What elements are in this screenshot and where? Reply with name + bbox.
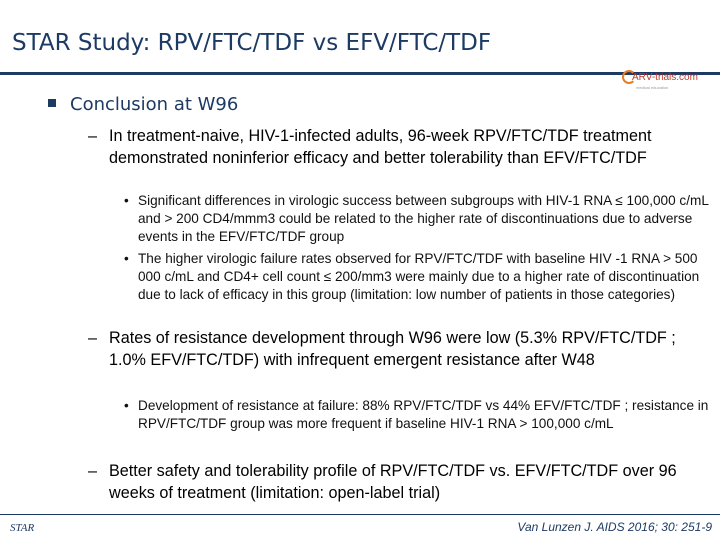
- list-item: – Better safety and tolerability profile …: [88, 461, 709, 504]
- section-heading: Conclusion at W96: [48, 94, 238, 115]
- logo-text: ARV-trials.com: [632, 72, 698, 83]
- list-item: • Development of resistance at failure: 8…: [124, 397, 718, 433]
- citation: Van Lunzen J. AIDS 2016; 30: 251-9: [517, 520, 712, 534]
- list-item: – Rates of resistance development through…: [88, 328, 709, 371]
- dot-bullet-icon: •: [124, 251, 129, 266]
- arv-trials-logo: ARV-trials.com medical education: [622, 68, 718, 94]
- list-item: • Significant differences in virologic su…: [124, 192, 718, 247]
- slide-title: STAR Study: RPV/FTC/TDF vs EFV/FTC/TDF: [12, 30, 492, 56]
- study-label: STAR: [10, 522, 35, 534]
- footer-divider: [0, 514, 720, 515]
- title-underline: [0, 72, 720, 75]
- point-text: Rates of resistance development through …: [109, 329, 676, 369]
- logo-tagline: medical education: [636, 85, 669, 90]
- dot-bullet-icon: •: [124, 398, 129, 413]
- subpoint-text: Significant differences in virologic suc…: [138, 193, 709, 245]
- point-text: In treatment-naive, HIV-1-infected adult…: [109, 127, 652, 167]
- square-bullet-icon: [48, 99, 56, 107]
- dash-bullet-icon: –: [88, 127, 98, 145]
- list-item: • The higher virologic failure rates obse…: [124, 250, 718, 305]
- dot-bullet-icon: •: [124, 193, 129, 208]
- list-item: – In treatment-naive, HIV-1-infected adul…: [88, 126, 709, 169]
- section-heading-text: Conclusion at W96: [70, 94, 239, 115]
- dash-bullet-icon: –: [88, 462, 98, 480]
- point-text: Better safety and tolerability profile o…: [109, 462, 677, 502]
- dash-bullet-icon: –: [88, 329, 98, 347]
- subpoint-text: The higher virologic failure rates obser…: [138, 251, 700, 303]
- subpoint-text: Development of resistance at failure: 88…: [138, 398, 709, 432]
- logo-swoosh-icon: [622, 70, 636, 84]
